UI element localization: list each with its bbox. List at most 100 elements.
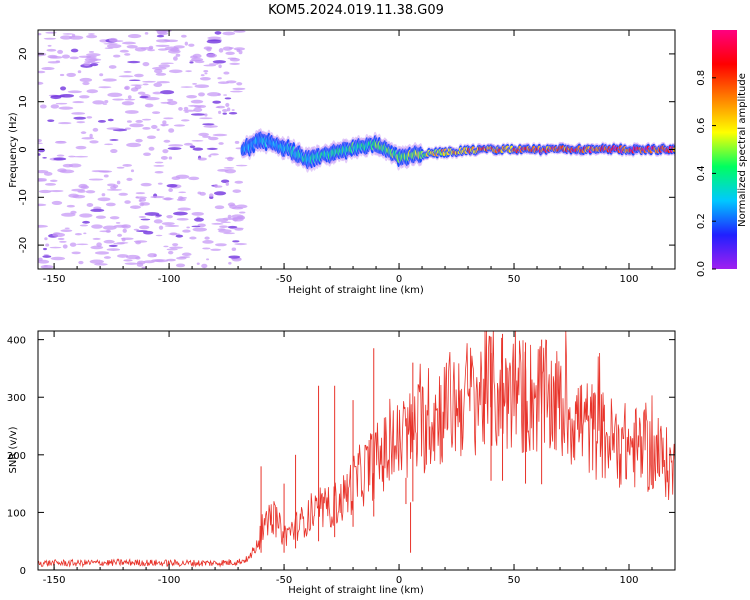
noise-speckle [173, 212, 188, 216]
noise-speckle [216, 107, 220, 109]
noise-speckle [104, 256, 111, 259]
noise-speckle [153, 165, 164, 167]
noise-speckle [126, 255, 140, 259]
noise-speckle [206, 258, 209, 260]
noise-speckle [45, 32, 56, 34]
noise-speckle [151, 125, 157, 129]
y-tick-label: 0 [18, 146, 29, 152]
noise-speckle [36, 33, 41, 35]
noise-speckle [122, 238, 126, 242]
noise-speckle [110, 40, 124, 42]
noise-speckle [95, 251, 109, 254]
x-tick-label: -100 [158, 575, 181, 586]
noise-speckle [223, 72, 229, 75]
spectrogram-x-label: Height of straight line (km) [288, 285, 424, 296]
noise-speckle [135, 139, 142, 143]
noise-speckle [98, 120, 106, 123]
snr-x-label: Height of straight line (km) [288, 585, 424, 596]
noise-speckle [162, 222, 175, 225]
noise-speckle [123, 229, 127, 233]
noise-speckle [215, 243, 227, 246]
noise-speckle [108, 119, 114, 121]
noise-speckle [224, 169, 236, 173]
noise-speckle [33, 204, 46, 206]
noise-speckle [42, 255, 51, 258]
noise-speckle [47, 119, 54, 122]
noise-speckle [71, 112, 85, 115]
noise-speckle [68, 156, 75, 158]
noise-speckle [128, 34, 141, 38]
noise-speckle [166, 215, 173, 218]
noise-speckle [229, 112, 237, 114]
noise-speckle [134, 240, 147, 243]
noise-speckle [161, 156, 168, 160]
figure-title: KOM5.2024.019.11.38.G09 [268, 3, 444, 18]
noise-speckle [167, 249, 178, 251]
noise-speckle [229, 204, 236, 208]
noise-speckle [103, 103, 108, 105]
x-tick-label: 100 [619, 274, 638, 285]
noise-speckle [98, 170, 112, 172]
noise-speckle [181, 86, 193, 88]
noise-speckle [162, 120, 166, 124]
noise-speckle [167, 99, 173, 101]
noise-speckle [149, 147, 155, 151]
y-tick-label: -10 [18, 189, 29, 205]
noise-speckle [104, 175, 109, 178]
noise-speckle [207, 39, 221, 41]
noise-speckle [142, 119, 151, 121]
noise-speckle [195, 84, 210, 88]
noise-speckle [107, 248, 120, 251]
noise-speckle [234, 228, 243, 231]
noise-speckle [52, 201, 63, 205]
noise-speckle [215, 205, 225, 209]
noise-speckle [81, 131, 86, 134]
noise-speckle [99, 73, 103, 76]
noise-speckle [51, 257, 65, 261]
noise-speckle [78, 70, 82, 73]
noise-speckle [135, 120, 143, 123]
noise-speckle [204, 113, 207, 116]
noise-speckle [224, 167, 234, 169]
noise-speckle [124, 200, 131, 204]
noise-speckle [86, 35, 97, 38]
noise-speckle [168, 251, 173, 254]
noise-speckle [60, 35, 72, 39]
noise-speckle [134, 74, 144, 78]
noise-speckle [39, 190, 51, 193]
noise-speckle [137, 263, 144, 267]
noise-speckle [79, 213, 92, 217]
x-tick-label: 0 [396, 274, 402, 285]
noise-speckle [198, 157, 207, 160]
noise-speckle [76, 121, 85, 123]
noise-speckle [204, 46, 213, 49]
noise-speckle [234, 243, 247, 245]
noise-speckle [124, 53, 130, 56]
noise-speckle [89, 51, 94, 53]
noise-speckle [156, 39, 170, 42]
colorbar-gradient [712, 30, 737, 269]
noise-speckle [103, 225, 117, 229]
noise-speckle [235, 141, 240, 144]
noise-speckle [177, 198, 186, 201]
noise-speckle [103, 78, 117, 81]
noise-speckle [202, 123, 214, 125]
noise-speckle [93, 238, 101, 240]
noise-speckle [106, 203, 116, 207]
noise-speckle [56, 103, 68, 105]
figure: KOM5.2024.019.11.38.G09 -150-100-5005010… [0, 0, 750, 600]
noise-speckle [131, 169, 134, 172]
noise-speckle [43, 248, 47, 250]
noise-speckle [129, 123, 144, 127]
snr-y-label: SNR (v/v) [8, 426, 19, 473]
noise-speckle [194, 218, 204, 222]
noise-speckle [48, 45, 52, 47]
noise-speckle [147, 135, 156, 138]
noise-speckle [67, 205, 75, 208]
noise-speckle [58, 238, 65, 240]
noise-speckle [60, 170, 75, 174]
noise-speckle [62, 54, 70, 58]
noise-speckle [125, 127, 131, 129]
noise-speckle [156, 235, 163, 237]
noise-speckle [107, 44, 122, 48]
